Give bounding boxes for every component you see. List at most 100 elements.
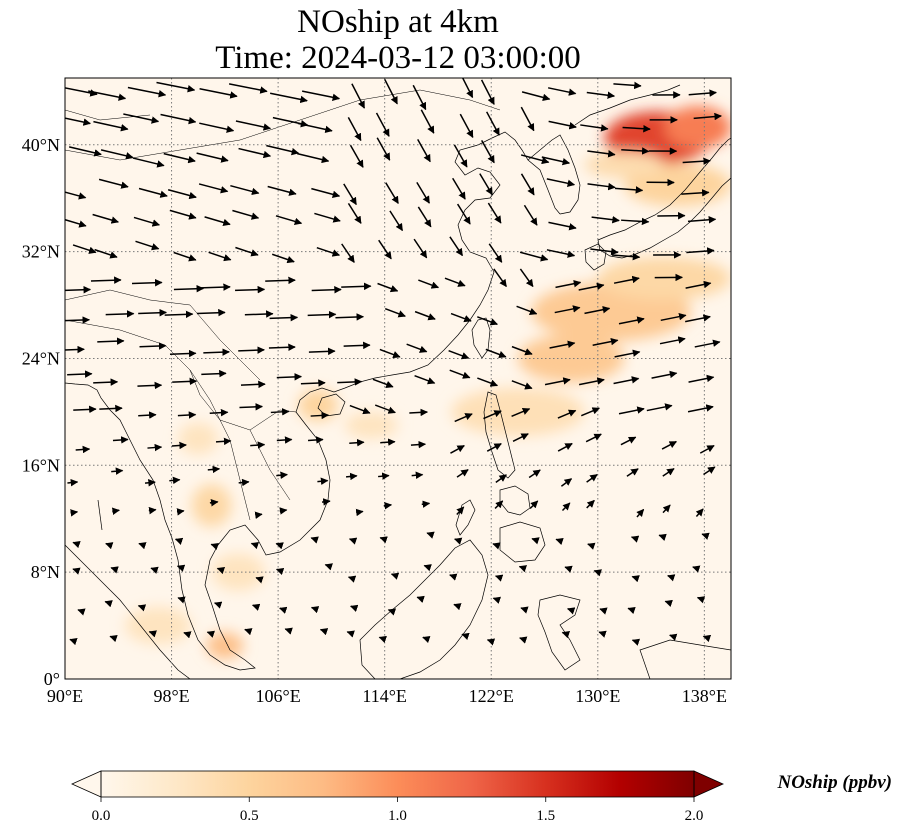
wind-arrow [383, 502, 393, 510]
wind-arrow [203, 348, 230, 356]
wind-arrow [376, 137, 391, 161]
wind-arrow [75, 445, 91, 454]
wind-arrow [659, 336, 686, 345]
wind-arrow [284, 627, 293, 635]
colorbar-tick-label: 1.0 [388, 808, 407, 824]
wind-arrow [196, 152, 229, 163]
wind-arrow [135, 240, 160, 251]
wind-arrow [275, 542, 284, 550]
wind-arrow [276, 471, 288, 479]
lat-tick-label: 0° [44, 669, 60, 689]
wind-arrow [67, 478, 79, 487]
wind-arrow [65, 218, 87, 228]
wind-arrow [554, 305, 581, 314]
wind-arrow [317, 477, 329, 485]
wind-arrow [687, 216, 717, 224]
wind-arrow [481, 140, 495, 164]
wind-arrow [426, 531, 435, 539]
wind-arrow [177, 596, 186, 604]
wind-arrow [169, 349, 197, 358]
wind-arrow [90, 276, 122, 284]
wind-arrow [72, 244, 97, 254]
wind-arrow [269, 92, 308, 104]
wind-arrow [548, 120, 577, 130]
wind-arrow [375, 112, 390, 137]
wind-arrow [112, 436, 129, 444]
wind-arrow [275, 215, 303, 226]
concentration-patch [344, 411, 398, 439]
wind-arrow [613, 376, 640, 385]
wind-arrow [495, 474, 507, 483]
wind-arrow [307, 436, 324, 444]
wind-arrow [173, 251, 197, 262]
wind-arrow [97, 337, 125, 345]
wind-arrow [310, 606, 320, 614]
wind-arrow [390, 572, 400, 580]
wind-arrow [520, 106, 535, 132]
wind-arrow [592, 337, 619, 347]
wind-arrow [111, 507, 120, 515]
wind-arrow [379, 536, 388, 544]
wind-arrow [557, 409, 577, 419]
colorbar-tick-label: 2.0 [685, 808, 704, 824]
wind-arrow [414, 310, 436, 321]
wind-arrow [378, 472, 390, 480]
wind-arrow [169, 476, 181, 485]
wind-arrow [337, 378, 363, 386]
coast-sumatra [65, 544, 191, 679]
wind-arrow [215, 437, 232, 446]
wind-arrow [599, 607, 608, 615]
coast-andaman [97, 499, 103, 531]
wind-arrow [341, 282, 372, 291]
wind-arrow [420, 109, 435, 134]
wind-arrow [230, 184, 260, 196]
wind-arrow [347, 575, 357, 583]
wind-arrow [176, 564, 186, 572]
wind-arrow [461, 78, 474, 99]
wind-arrow [310, 536, 319, 544]
wind-arrow [586, 91, 616, 99]
wind-arrow [450, 312, 472, 323]
wind-arrow [518, 565, 528, 573]
wind-arrow [177, 411, 197, 419]
wind-arrow [544, 377, 571, 386]
wind-arrow [380, 438, 396, 446]
wind-arrow [585, 433, 602, 443]
wind-arrow [92, 213, 119, 224]
wind-arrow [209, 408, 229, 417]
map-title: NOship at 4km Time: 2024-03-12 03:00:00 [65, 4, 731, 76]
wind-arrow [65, 117, 91, 126]
wind-arrow [110, 566, 119, 574]
wind-arrow [111, 467, 124, 475]
wind-arrow [660, 312, 687, 322]
wind-arrow [561, 502, 571, 512]
wind-arrow [664, 599, 673, 608]
wind-arrow [494, 500, 504, 509]
wind-arrow [480, 79, 495, 106]
wind-arrow [240, 380, 266, 389]
wind-arrow [621, 217, 650, 226]
wind-arrow [701, 532, 710, 540]
wind-arrow [613, 275, 640, 284]
lon-tick-label: 98°E [153, 686, 189, 706]
wind-arrow [244, 628, 253, 636]
wind-arrow [449, 369, 471, 379]
wind-arrow [308, 347, 336, 356]
wind-arrow [618, 316, 645, 325]
wind-arrow [511, 380, 533, 390]
wind-arrow [65, 191, 87, 200]
wind-arrow [646, 403, 673, 412]
wind-arrow [127, 86, 167, 98]
wind-arrow [548, 221, 577, 231]
wind-arrow [316, 246, 341, 257]
wind-arrow [702, 634, 712, 643]
wind-arrow [546, 178, 576, 187]
wind-arrow [477, 377, 499, 387]
wind-arrow [196, 308, 226, 317]
wind-arrow [384, 308, 406, 318]
colorbar-gradient [101, 771, 694, 797]
coast-japan-kyushu [584, 243, 607, 271]
wind-arrow [627, 606, 636, 615]
wind-arrow [169, 209, 197, 220]
wind-arrow [413, 238, 428, 259]
